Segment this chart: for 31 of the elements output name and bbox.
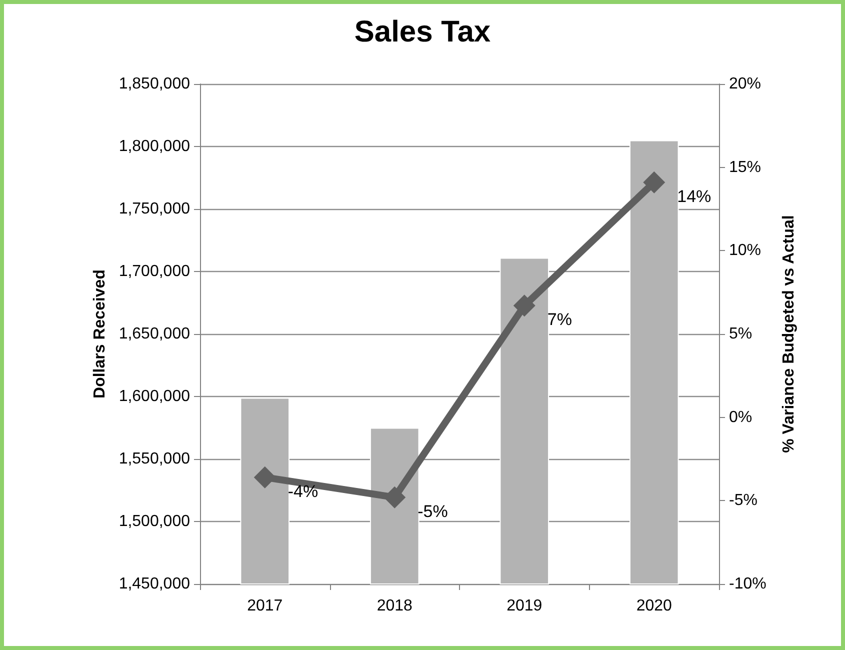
x-tick-label: 2017	[247, 598, 283, 614]
data-label: -4%	[288, 482, 318, 501]
point	[384, 486, 406, 508]
y2-tick-label: 0%	[729, 408, 752, 426]
y2-tick-label: -10%	[729, 576, 766, 592]
y-tick-label: 1,550,000	[118, 450, 190, 468]
y2-tick-label: 20%	[729, 76, 762, 92]
y-tick-label: 1,600,000	[118, 388, 190, 405]
y2-tick-label: 15%	[729, 158, 762, 176]
x-tick-label: 2020	[636, 598, 672, 614]
point	[513, 294, 536, 317]
data-label: -5%	[418, 502, 448, 521]
y-tick-label: 1,500,000	[118, 513, 190, 530]
point	[254, 466, 276, 488]
y-tick-label: 1,800,000	[118, 138, 190, 155]
y2-tick-label: 5%	[729, 326, 752, 342]
chart-title: Sales Tax	[354, 16, 491, 48]
data-label: 14%	[677, 186, 712, 206]
y-tick-label: 1,750,000	[118, 200, 190, 218]
y2-tick-label: -5%	[729, 492, 758, 510]
point	[643, 171, 666, 194]
x-tick-label: 2018	[376, 598, 413, 614]
y-tick-label: 1,650,000	[118, 326, 190, 342]
y-axis-title: Dollars Received	[91, 270, 108, 398]
y-tick-label: 1,450,000	[118, 576, 190, 592]
y2-tick-label: 10%	[729, 242, 762, 260]
data-label: 7%	[547, 310, 572, 330]
y-tick-label: 1,700,000	[118, 263, 190, 280]
y-tick-label: 1,850,000	[118, 76, 190, 92]
y2-axis-title: % Variance Budgeted vs Actual	[780, 215, 798, 453]
x-tick-label: 2019	[506, 598, 542, 614]
